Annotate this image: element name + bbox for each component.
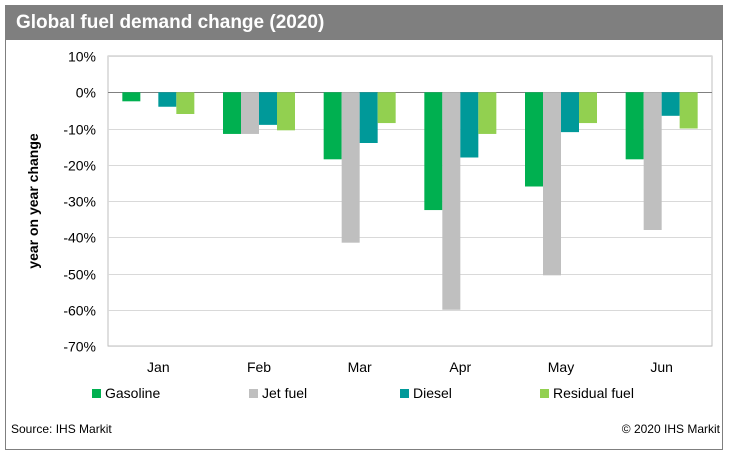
- bar: [661, 92, 680, 116]
- legend-swatch: [249, 389, 258, 398]
- bar: [424, 92, 443, 211]
- x-axis: Jan Feb Mar Apr May Jun: [147, 359, 673, 375]
- x-tick-label: Mar: [348, 359, 372, 375]
- bar: [679, 92, 698, 129]
- x-tick-label: May: [548, 359, 574, 375]
- legend-label: Jet fuel: [262, 385, 307, 401]
- gridlines: [107, 55, 713, 347]
- title-bar: Global fuel demand change (2020): [6, 6, 722, 40]
- y-tick-label: -20%: [63, 158, 96, 174]
- bar: [478, 92, 497, 134]
- y-axis: 10% 0% -10% -20% -30% -40% -50% -60% -70%: [63, 49, 96, 355]
- bar: [323, 92, 342, 160]
- bar: [377, 92, 396, 124]
- y-tick-label: -40%: [63, 230, 96, 246]
- bar: [543, 92, 561, 276]
- bar: [579, 92, 597, 124]
- bar: [561, 92, 579, 133]
- y-axis-label: year on year change: [25, 133, 41, 269]
- y-tick-label: 0%: [76, 85, 96, 101]
- legend-label: Gasoline: [105, 385, 160, 401]
- x-tick-label: Jun: [650, 359, 673, 375]
- y-tick-label: -60%: [63, 303, 96, 319]
- bar: [241, 92, 259, 134]
- bar: [460, 92, 479, 158]
- y-tick-label: -30%: [63, 194, 96, 210]
- bar: [122, 92, 141, 102]
- legend: Gasoline Jet fuel Diesel Residual fuel: [92, 385, 634, 401]
- bar: [158, 92, 177, 107]
- bar: [176, 92, 195, 114]
- bars: [122, 92, 698, 310]
- bar: [442, 92, 461, 310]
- source-note: Source: IHS Markit: [11, 422, 112, 436]
- bar: [643, 92, 662, 230]
- bar: [277, 92, 295, 131]
- bar: [625, 92, 644, 160]
- x-tick-label: Apr: [449, 359, 471, 375]
- legend-swatch: [400, 389, 409, 398]
- legend-label: Diesel: [413, 385, 452, 401]
- x-tick-label: Feb: [247, 359, 271, 375]
- bar: [359, 92, 378, 143]
- y-tick-label: -70%: [63, 339, 96, 355]
- legend-label: Residual fuel: [553, 385, 634, 401]
- y-tick-label: 10%: [68, 49, 96, 65]
- y-tick-label: -50%: [63, 267, 96, 283]
- legend-swatch: [540, 389, 549, 398]
- chart-title: Global fuel demand change (2020): [16, 12, 325, 33]
- copyright-note: © 2020 IHS Markit: [621, 422, 720, 436]
- legend-swatch: [92, 389, 101, 398]
- chart-frame: Global fuel demand change (2020): [5, 5, 723, 450]
- bar: [223, 92, 241, 134]
- bar: [341, 92, 360, 243]
- bar: [525, 92, 543, 187]
- y-tick-label: -10%: [63, 122, 96, 138]
- x-tick-label: Jan: [147, 359, 170, 375]
- bar: [259, 92, 277, 125]
